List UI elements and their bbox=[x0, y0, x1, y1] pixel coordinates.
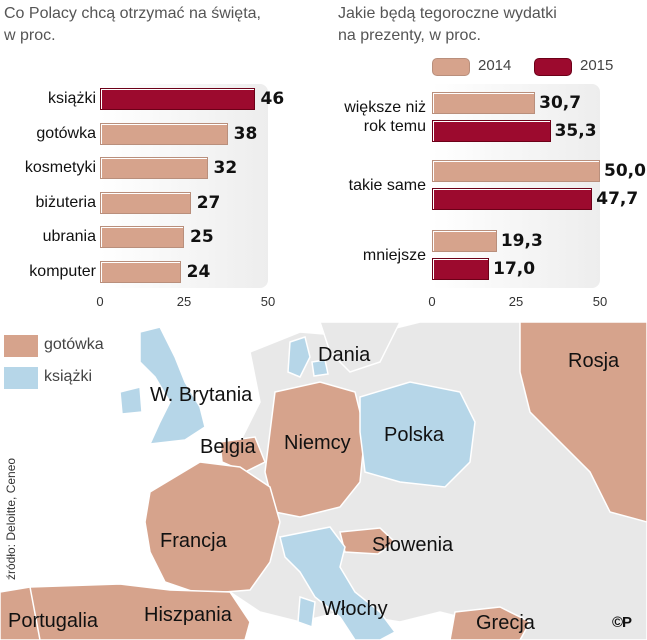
chart2-category-label: mniejsze bbox=[362, 246, 426, 264]
chart2-value-label-2015: 17,0 bbox=[493, 259, 536, 279]
label-belgia: Belgia bbox=[200, 436, 256, 458]
chart1-value-label: 27 bbox=[196, 192, 221, 213]
chart1-category-label: ubrania bbox=[42, 228, 96, 245]
country-grecja bbox=[449, 606, 532, 640]
chart2-bar-2014 bbox=[432, 230, 497, 252]
map-svg bbox=[0, 322, 647, 640]
chart2-category-label: rok temu bbox=[363, 118, 426, 135]
chart2-value-label-2014: 50,0 bbox=[604, 161, 646, 181]
chart2-value-label-2014: 30,7 bbox=[539, 93, 582, 113]
chart2-x-tick: 50 bbox=[592, 294, 608, 309]
chart2-plot-area bbox=[432, 84, 600, 288]
map-legend-label-gotowka: gotówka bbox=[44, 336, 104, 353]
chart2-legend: 2014 2015 bbox=[432, 56, 632, 78]
chart1-x-tick: 25 bbox=[176, 294, 192, 309]
chart2-bar-2014 bbox=[432, 160, 600, 182]
map-legend-swatch-ksiazki bbox=[4, 367, 38, 389]
chart1-value-label: 24 bbox=[186, 261, 211, 282]
map-legend-gotowka: gotówka bbox=[0, 333, 150, 361]
label-dania: Dania bbox=[318, 344, 371, 366]
chart1-value-label: 46 bbox=[260, 89, 285, 109]
label-portugalia: Portugalia bbox=[8, 610, 99, 632]
chart1-plot-area bbox=[100, 84, 268, 288]
chart2-x-tick: 25 bbox=[508, 294, 524, 309]
country-wielka-brytania bbox=[139, 326, 206, 445]
europe-map bbox=[0, 322, 647, 640]
country-belgia bbox=[219, 436, 266, 473]
chart1-value-label: 32 bbox=[213, 158, 238, 178]
label-francja: Francja bbox=[160, 530, 227, 552]
chart2-value-label-2014: 19,3 bbox=[500, 231, 543, 251]
legend-label-2014: 2014 bbox=[478, 57, 512, 74]
chart1-title-line2: w proc. bbox=[4, 27, 56, 44]
chart1-value-label: 38 bbox=[233, 123, 258, 144]
chart1-value-label: 25 bbox=[190, 227, 214, 247]
map-legend-swatch-gotowka bbox=[4, 335, 38, 357]
map-legend-ksiazki: książki bbox=[0, 365, 150, 393]
label-hiszpania: Hiszpania bbox=[144, 604, 232, 626]
chart2-value-label-2015: 35,3 bbox=[554, 121, 597, 141]
chart2-x-tick: 0 bbox=[428, 294, 436, 309]
chart2-bar-2015 bbox=[432, 120, 551, 142]
label-rosja: Rosja bbox=[568, 350, 620, 372]
country-niemcy bbox=[264, 381, 366, 518]
chart1-category-label: biżuteria bbox=[35, 193, 96, 211]
chart2-bar-2015 bbox=[432, 188, 593, 210]
country-francja bbox=[144, 461, 281, 595]
source-note: źródło: Deloitte, Ceneo bbox=[4, 457, 18, 580]
label-grecja: Grecja bbox=[476, 612, 535, 634]
chart2-value-label-2015: 47,7 bbox=[596, 189, 639, 209]
country-dania bbox=[287, 336, 311, 378]
country-wlochy bbox=[279, 526, 397, 640]
label-niemcy: Niemcy bbox=[284, 432, 351, 454]
chart2-title-line1: Jakie będą tegoroczne wydatki bbox=[338, 5, 557, 22]
chart1-x-tick: 0 bbox=[96, 294, 104, 309]
chart1-bar bbox=[100, 157, 208, 179]
country-portugalia bbox=[0, 586, 41, 640]
copyright-badge: ©P bbox=[612, 614, 642, 636]
chart1-bar bbox=[100, 88, 255, 110]
legend-swatch-2015 bbox=[534, 58, 572, 76]
chart1-bar bbox=[100, 191, 191, 214]
chart1-title-line1: Co Polacy chcą otrzymać na święta, bbox=[4, 5, 261, 22]
chart2-bar-2015 bbox=[432, 258, 490, 280]
label-polska: Polska bbox=[384, 424, 445, 446]
legend-swatch-2014 bbox=[432, 58, 470, 76]
label-slowenia: Słowenia bbox=[372, 534, 454, 556]
country-rosja bbox=[519, 322, 647, 523]
legend-label-2015: 2015 bbox=[580, 57, 614, 74]
chart1-bar bbox=[100, 226, 184, 248]
map-legend-label-ksiazki: książki bbox=[44, 368, 93, 385]
chart1-category-label: gotówka bbox=[36, 124, 96, 142]
chart2-title-line2: na prezenty, w proc. bbox=[338, 27, 481, 44]
chart2-category-label: większe niż bbox=[344, 99, 426, 116]
chart1-bar bbox=[100, 260, 181, 283]
label-wlochy: Włochy bbox=[322, 598, 388, 620]
copyright-text: ©P bbox=[612, 614, 632, 631]
country-polska bbox=[359, 381, 476, 488]
label-wielka-brytania: W. Brytania bbox=[150, 384, 253, 406]
chart1-bar bbox=[100, 122, 228, 145]
chart1-x-tick: 50 bbox=[260, 294, 276, 309]
chart2-category-label: takie same bbox=[348, 176, 426, 194]
chart1-category-label: kosmetyki bbox=[24, 159, 96, 176]
chart2-bar-2014 bbox=[432, 92, 536, 114]
chart1-category-label: komputer bbox=[29, 262, 96, 280]
chart1-category-label: książki bbox=[47, 90, 96, 107]
